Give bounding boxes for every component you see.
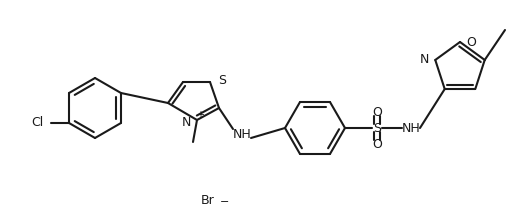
Text: S: S (373, 122, 381, 134)
Text: O: O (466, 35, 476, 48)
Text: N: N (181, 116, 191, 130)
Text: O: O (372, 105, 382, 118)
Text: −: − (220, 197, 229, 207)
Text: Cl: Cl (31, 116, 43, 130)
Text: Br: Br (201, 194, 215, 206)
Text: +: + (196, 110, 204, 120)
Text: O: O (372, 138, 382, 151)
Text: NH: NH (232, 128, 251, 142)
Text: N: N (420, 54, 429, 66)
Text: S: S (218, 74, 226, 87)
Text: NH: NH (402, 122, 420, 134)
